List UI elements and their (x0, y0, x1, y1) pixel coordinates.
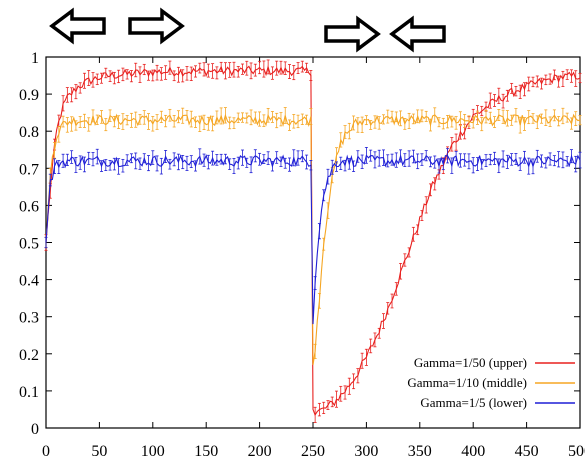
x-tick-label: 250 (301, 443, 325, 459)
y-tick-label: 0.2 (19, 347, 39, 364)
legend-label: Gamma=1/5 (lower) (420, 395, 527, 410)
chart-series (44, 59, 582, 423)
chart-ticks: 0 50 100 150 200 250 300 350 400 450 500 0 0.1 0.2 0.3… (19, 50, 585, 459)
x-tick-label: 150 (194, 443, 218, 459)
y-tick-label: 0.5 (19, 236, 39, 253)
series-line (45, 113, 581, 365)
y-tick-label: 0.4 (19, 273, 39, 290)
y-tick-label: 0.3 (19, 310, 39, 327)
series-1 (44, 107, 582, 365)
y-tick-label: 0.1 (19, 384, 39, 401)
x-tick-label: 300 (354, 443, 378, 459)
y-tick-label: 0.9 (19, 87, 39, 104)
legend-label: Gamma=1/50 (upper) (414, 355, 527, 370)
arrow-right-icon (128, 7, 185, 45)
x-tick-label: 350 (408, 443, 432, 459)
arrow-annotations (49, 7, 446, 53)
x-tick-label: 400 (461, 443, 485, 459)
y-tick-label: 0 (31, 421, 39, 438)
y-tick-label: 0.7 (19, 161, 39, 178)
series-2 (44, 147, 582, 325)
x-tick-label: 500 (568, 443, 585, 459)
series-0 (44, 59, 582, 423)
x-tick-label: 200 (248, 443, 272, 459)
x-tick-label: 0 (42, 443, 50, 459)
series-line (45, 64, 581, 417)
y-tick-label: 1 (31, 50, 39, 67)
x-tick-label: 100 (141, 443, 165, 459)
series-line (45, 153, 581, 325)
arrow-left-icon (389, 15, 446, 53)
x-tick-label: 450 (515, 443, 539, 459)
y-tick-label: 0.6 (19, 198, 39, 215)
legend-label: Gamma=1/10 (middle) (407, 375, 527, 390)
arrow-left-icon (49, 7, 106, 45)
y-tick-label: 0.8 (19, 124, 39, 141)
x-tick-label: 50 (91, 443, 107, 459)
arrow-right-icon (324, 15, 381, 53)
chart-legend: Gamma=1/50 (upper) Gamma=1/10 (middle) Gam… (407, 355, 575, 410)
